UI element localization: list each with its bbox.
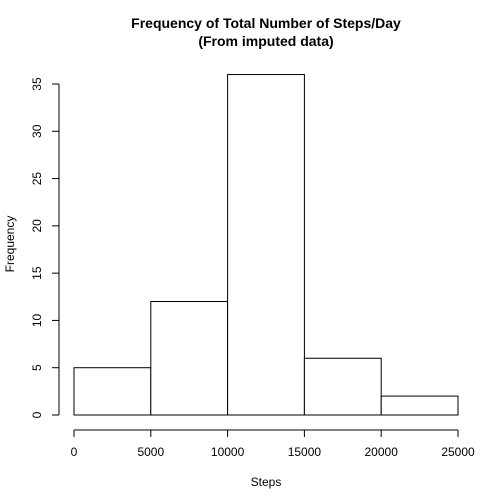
chart-title: Frequency of Total Number of Steps/Day	[131, 15, 401, 31]
bar-0	[73, 367, 152, 416]
bar-2	[227, 74, 305, 416]
y-tick-label-3: 15	[30, 266, 44, 280]
x-tick-label-1: 5000	[137, 445, 164, 459]
y-axis-label: Frequency	[3, 216, 17, 273]
x-tick-label-2: 10000	[211, 445, 245, 459]
bar-4	[380, 395, 459, 416]
x-tick-label-3: 15000	[288, 445, 322, 459]
chart-subtitle: (From imputed data)	[198, 33, 333, 49]
x-tick-label-4: 20000	[365, 445, 399, 459]
y-tick-label-5: 25	[30, 172, 44, 186]
x-tick-label-5: 25000	[441, 445, 475, 459]
bar-3	[303, 357, 382, 416]
y-axis: 0 5 10 15 20 25 30 35	[30, 77, 60, 418]
bar-1	[150, 301, 229, 416]
y-tick-label-1: 5	[30, 364, 44, 371]
x-axis-label: Steps	[251, 475, 282, 489]
y-tick-label-6: 30	[30, 124, 44, 138]
bars-group	[73, 74, 459, 416]
y-tick-label-2: 10	[30, 313, 44, 327]
y-tick-label-7: 35	[30, 77, 44, 91]
y-tick-label-4: 20	[30, 219, 44, 233]
x-axis: 0 5000 10000 15000 20000 25000	[71, 429, 475, 459]
y-tick-label-0: 0	[30, 411, 44, 418]
x-tick-label-0: 0	[71, 445, 78, 459]
